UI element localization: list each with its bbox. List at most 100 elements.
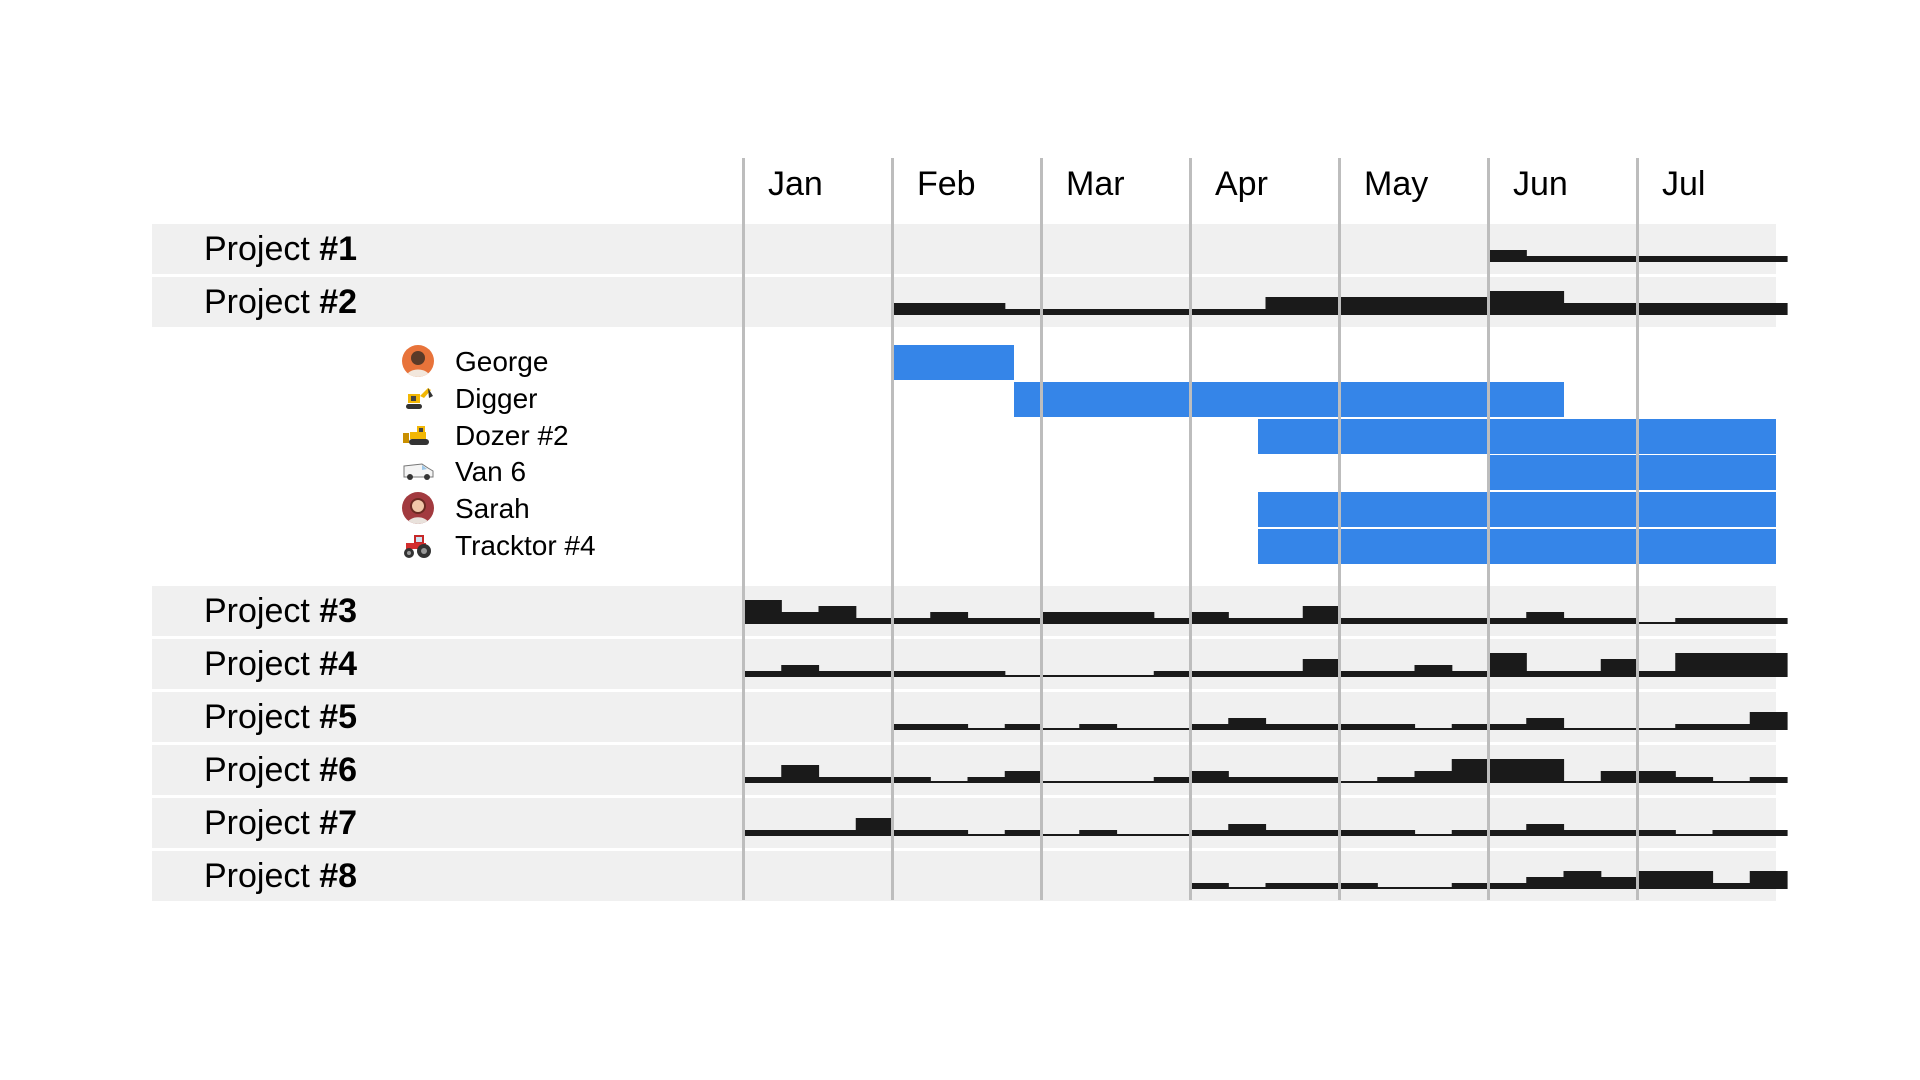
load-bar xyxy=(1153,671,1192,677)
assignment-bar-george[interactable] xyxy=(893,345,1015,380)
project-label-text: Project xyxy=(204,230,320,268)
load-bar xyxy=(1675,871,1714,889)
load-bar xyxy=(1191,883,1229,889)
assignment-bar-digger[interactable] xyxy=(1014,382,1564,417)
excavator-icon xyxy=(402,382,434,414)
load-bar xyxy=(1489,250,1527,262)
load-bar xyxy=(1563,671,1602,677)
load-bar xyxy=(1042,728,1080,730)
load-bar xyxy=(1414,771,1453,783)
load-bar xyxy=(1489,291,1527,315)
project-row-5[interactable] xyxy=(152,692,1776,742)
load-bar xyxy=(1600,877,1639,889)
load-bar xyxy=(1749,303,1788,315)
load-bar xyxy=(818,830,857,836)
load-bar xyxy=(1712,618,1751,624)
load-bar xyxy=(1004,771,1043,783)
load-bar xyxy=(967,728,1006,730)
load-bar xyxy=(1563,303,1602,315)
load-bar xyxy=(1675,653,1714,677)
load-bar xyxy=(893,777,931,783)
load-bar xyxy=(1377,777,1416,783)
month-gridline xyxy=(1189,158,1192,900)
project-label: Project #2 xyxy=(204,282,357,322)
project-row-7[interactable] xyxy=(152,798,1776,848)
load-bar xyxy=(1526,718,1565,730)
load-bar xyxy=(967,671,1006,677)
load-bar xyxy=(1302,606,1341,624)
project-label: Project #8 xyxy=(204,856,357,896)
load-bar xyxy=(1042,781,1080,783)
load-bar xyxy=(1489,618,1527,624)
load-histogram-project-4 xyxy=(744,653,1788,677)
load-bar xyxy=(967,618,1006,624)
load-bar xyxy=(1675,256,1714,262)
load-bar xyxy=(1712,830,1751,836)
resource-label-digger: Digger xyxy=(455,383,538,414)
load-bar xyxy=(781,765,820,783)
load-bar xyxy=(1638,728,1676,730)
load-bar xyxy=(1749,653,1788,677)
load-bar xyxy=(1116,309,1155,315)
load-bar xyxy=(1712,653,1751,677)
load-bar xyxy=(1563,871,1602,889)
load-bar xyxy=(1265,777,1304,783)
month-gridline xyxy=(1338,158,1341,900)
month-header-apr: Apr xyxy=(1215,165,1268,203)
load-bar xyxy=(1340,671,1378,677)
load-bar xyxy=(1489,830,1527,836)
load-bar xyxy=(1004,675,1043,677)
assignment-bar-sarah[interactable] xyxy=(1258,492,1776,527)
month-gridline xyxy=(1040,158,1043,900)
project-row-8[interactable] xyxy=(152,851,1776,901)
load-histogram-project-6 xyxy=(744,759,1788,783)
load-bar xyxy=(1526,612,1565,624)
load-bar xyxy=(930,830,969,836)
month-header-may: May xyxy=(1364,165,1429,203)
assignment-bar-van-6[interactable] xyxy=(1489,455,1776,490)
resource-label-dozer-2: Dozer #2 xyxy=(455,420,569,451)
load-bar xyxy=(1526,291,1565,315)
load-bar xyxy=(1265,883,1304,889)
project-label-text: Project xyxy=(204,592,320,630)
month-gridline xyxy=(742,158,745,900)
resource-label-van-6: Van 6 xyxy=(455,456,527,487)
load-bar xyxy=(1638,303,1676,315)
load-bar xyxy=(1377,830,1416,836)
bulldozer-icon xyxy=(402,419,434,451)
month-header-jun: Jun xyxy=(1513,165,1568,203)
load-bar xyxy=(855,818,894,836)
load-bar xyxy=(855,671,894,677)
resource-label-sarah: Sarah xyxy=(455,493,530,524)
load-histogram-project-5 xyxy=(893,712,1788,730)
load-bar xyxy=(1191,830,1229,836)
load-bar xyxy=(1340,883,1378,889)
person-avatar-icon xyxy=(402,492,434,524)
load-bar xyxy=(1265,297,1304,315)
load-bar xyxy=(930,724,969,730)
load-bar xyxy=(1563,256,1602,262)
project-row-1[interactable] xyxy=(152,224,1776,274)
person-avatar-icon xyxy=(402,345,434,377)
load-bar xyxy=(893,724,931,730)
load-bar xyxy=(893,303,931,315)
load-bar xyxy=(818,671,857,677)
load-bar xyxy=(1116,834,1155,836)
load-bar xyxy=(1600,303,1639,315)
project-number: #4 xyxy=(319,645,358,683)
assignment-bar-dozer-2[interactable] xyxy=(1258,419,1776,454)
load-bar xyxy=(1042,612,1080,624)
assignment-bar-tracktor-4[interactable] xyxy=(1258,529,1776,564)
load-bar xyxy=(1414,618,1453,624)
load-bar xyxy=(818,606,857,624)
project-label-text: Project xyxy=(204,698,320,736)
load-bar xyxy=(1228,671,1267,677)
month-gridline xyxy=(891,158,894,900)
month-header-jul: Jul xyxy=(1662,165,1706,203)
load-bar xyxy=(1004,830,1043,836)
project-row-3[interactable] xyxy=(152,586,1776,636)
load-bar xyxy=(1340,724,1378,730)
load-bar xyxy=(1638,771,1676,783)
load-histogram-project-1 xyxy=(1489,250,1788,262)
load-bar xyxy=(1600,659,1639,677)
